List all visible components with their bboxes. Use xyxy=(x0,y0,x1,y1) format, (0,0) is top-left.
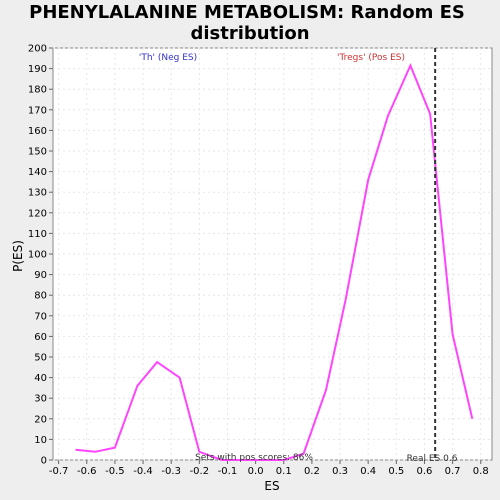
y-tick-label: 200 xyxy=(28,44,47,55)
pos-scores-text: Sets with pos scores: 86% xyxy=(195,453,313,463)
y-tick-label: 140 xyxy=(28,167,47,178)
random-es-series-line xyxy=(75,62,474,461)
y-tick-label: 130 xyxy=(28,188,47,199)
y-tick-label: 100 xyxy=(28,250,47,261)
y-tick-label: 20 xyxy=(34,414,47,425)
x-tick-label: -0.4 xyxy=(133,466,153,477)
y-tick-label: 150 xyxy=(28,147,47,158)
x-tick-label: -0.1 xyxy=(218,466,238,477)
y-tick-label: 190 xyxy=(28,64,47,75)
y-tick-label: 50 xyxy=(34,353,47,364)
x-axis-title: ES xyxy=(264,479,279,493)
series-layer xyxy=(75,62,474,461)
x-tick-label: -0.6 xyxy=(77,466,97,477)
x-tick-label: -0.5 xyxy=(105,466,125,477)
grid-layer xyxy=(53,47,492,461)
y-tick-label: 180 xyxy=(28,85,47,96)
x-tick-label: 0.6 xyxy=(417,466,433,477)
y-tick-label: 110 xyxy=(28,229,47,240)
chart-title-line-1: PHENYLALANINE METABOLISM: Random ES xyxy=(29,2,465,23)
y-tick-label: 0 xyxy=(41,456,47,467)
y-tick-label: 120 xyxy=(28,208,47,219)
x-tick-label: 0.8 xyxy=(473,466,489,477)
neg-es-label: 'Th' (Neg ES) xyxy=(139,53,197,63)
x-axis-ticks: -0.7 -0.6 -0.5 -0.4 -0.3 -0.2 -0.1 0.0 0.1 0.2 0.3… xyxy=(49,460,489,477)
y-axis-title: P(ES) xyxy=(11,240,25,272)
y-tick-label: 10 xyxy=(34,435,47,446)
x-tick-label: 0.4 xyxy=(360,466,376,477)
y-tick-label: 40 xyxy=(34,373,47,384)
x-tick-label: -0.3 xyxy=(161,466,181,477)
y-axis-ticks: 0 10 20 30 40 50 60 70 80 90 100 110 120 130 140 150 160… xyxy=(28,44,53,467)
y-tick-label: 170 xyxy=(28,105,47,116)
pos-es-label: 'Tregs' (Pos ES) xyxy=(337,53,405,63)
x-tick-label: 0.5 xyxy=(388,466,404,477)
x-tick-label: -0.2 xyxy=(190,466,210,477)
y-tick-label: 160 xyxy=(28,126,47,137)
x-tick-label: -0.7 xyxy=(49,466,69,477)
y-tick-label: 80 xyxy=(34,291,47,302)
y-tick-label: 90 xyxy=(34,270,47,281)
x-tick-label: 0.0 xyxy=(248,466,264,477)
x-tick-label: 0.7 xyxy=(445,466,461,477)
real-es-text: Real ES 0.6 xyxy=(407,454,458,464)
x-tick-label: 0.2 xyxy=(304,466,320,477)
y-tick-label: 70 xyxy=(34,311,47,322)
x-tick-label: 0.1 xyxy=(276,466,292,477)
y-tick-label: 30 xyxy=(34,394,47,405)
y-tick-label: 60 xyxy=(34,332,47,343)
x-tick-label: 0.3 xyxy=(332,466,348,477)
chart-title-line-2: distribution xyxy=(190,23,309,44)
